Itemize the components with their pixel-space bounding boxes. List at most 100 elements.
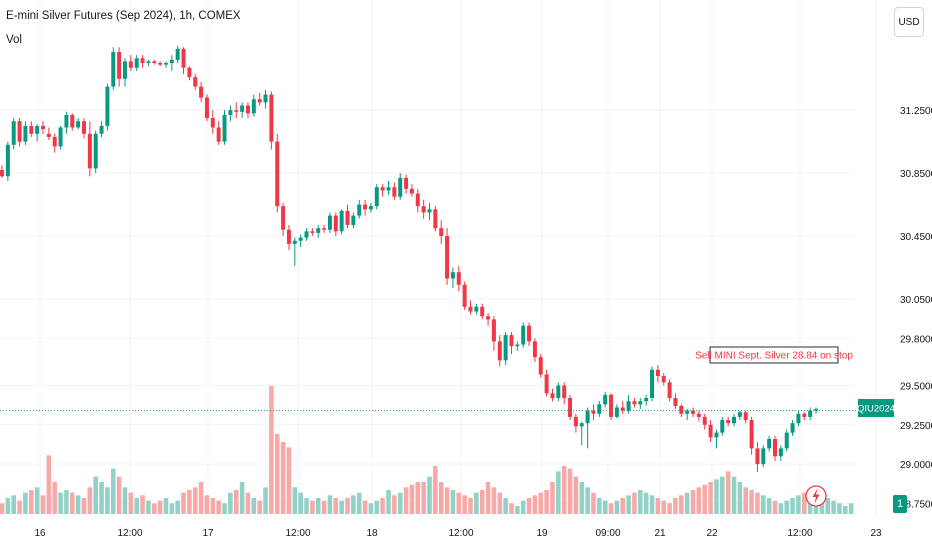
volume-bar bbox=[620, 498, 626, 514]
volume-bar bbox=[69, 492, 75, 514]
volume-bar bbox=[192, 487, 198, 514]
volume-bar bbox=[11, 495, 16, 514]
candle bbox=[5, 141, 10, 181]
volume-bar bbox=[433, 466, 438, 514]
annotation-callout[interactable]: Sell MINI Sept. Silver 28.84 on stop bbox=[695, 346, 853, 364]
candle-body bbox=[521, 325, 526, 345]
candle bbox=[632, 398, 637, 408]
candle-body bbox=[245, 105, 250, 114]
volume-bar bbox=[175, 500, 180, 514]
lightning-bolt-circle-icon[interactable] bbox=[805, 485, 827, 507]
candle-body bbox=[573, 416, 578, 427]
price-scale-badge[interactable]: 1 bbox=[893, 495, 907, 513]
candle-body bbox=[497, 341, 502, 361]
volume-bar bbox=[538, 492, 544, 514]
candle-body bbox=[327, 215, 332, 230]
volume-bar bbox=[263, 487, 268, 514]
candle-body bbox=[175, 48, 180, 60]
price-axis[interactable]: 31.2500 30.8500 30.4500 30.0500 29.8000 29.50… bbox=[900, 106, 932, 510]
volume-bar bbox=[386, 490, 391, 514]
volume-bar bbox=[485, 482, 491, 514]
candle bbox=[603, 391, 608, 408]
candle-body bbox=[105, 86, 110, 126]
volume-bar bbox=[632, 492, 637, 514]
candle bbox=[152, 59, 157, 65]
price-tick-label: 29.0000 bbox=[900, 460, 932, 471]
volume-bar bbox=[228, 492, 233, 514]
candle-body bbox=[802, 413, 807, 417]
candle-body bbox=[480, 306, 485, 317]
candle bbox=[486, 313, 491, 326]
candle-body bbox=[228, 110, 233, 115]
volume-bar bbox=[842, 506, 848, 514]
candle bbox=[737, 410, 742, 421]
price-tick-label: 29.8000 bbox=[900, 334, 932, 345]
volume-bar bbox=[503, 498, 508, 514]
volume-bar bbox=[239, 482, 245, 514]
volume-bar bbox=[356, 492, 362, 514]
candle-body bbox=[339, 210, 344, 232]
candle bbox=[415, 188, 420, 213]
candle-body bbox=[737, 412, 742, 417]
volume-bar bbox=[725, 471, 731, 514]
candle-body bbox=[427, 209, 432, 213]
current-price-label: QIU2024 bbox=[857, 399, 895, 417]
candle bbox=[421, 199, 426, 219]
candle bbox=[462, 281, 467, 310]
volume-bar bbox=[251, 498, 257, 514]
volume-bar bbox=[819, 500, 825, 514]
volume-bar bbox=[778, 503, 784, 514]
candle bbox=[784, 429, 789, 452]
candle-body bbox=[87, 133, 92, 169]
volume-bar bbox=[696, 487, 702, 514]
current-price-symbol: QIU2024 bbox=[857, 404, 895, 415]
volume-bar bbox=[766, 498, 772, 514]
candle bbox=[720, 416, 725, 436]
candle-body bbox=[755, 448, 760, 465]
candle-body bbox=[726, 420, 731, 424]
volume-bar bbox=[87, 487, 93, 514]
currency-selector-button[interactable]: USD bbox=[894, 7, 924, 37]
candle-body bbox=[568, 398, 573, 417]
volume-bar bbox=[784, 500, 790, 514]
volume-bar bbox=[667, 503, 672, 514]
candle-body bbox=[351, 215, 356, 226]
time-axis[interactable]: 16 12:00 17 12:00 18 12:00 19 09:00 21 22 12:00 23 bbox=[34, 528, 882, 539]
candle-body bbox=[773, 438, 777, 457]
volume-bar bbox=[105, 487, 110, 514]
candle bbox=[527, 322, 532, 347]
candle-body bbox=[251, 99, 256, 114]
volume-bar bbox=[491, 487, 497, 514]
volume-bar bbox=[280, 442, 286, 514]
volume-bar bbox=[146, 500, 151, 514]
candle bbox=[544, 369, 549, 397]
candle bbox=[714, 429, 719, 449]
volume-bar bbox=[655, 498, 661, 514]
candle bbox=[117, 47, 122, 87]
candle-body bbox=[626, 401, 631, 411]
candle bbox=[503, 331, 508, 366]
volume-bar bbox=[233, 490, 239, 514]
candle bbox=[257, 92, 262, 106]
volume-bar bbox=[626, 495, 631, 514]
volume-bar bbox=[269, 386, 274, 514]
candle-body bbox=[29, 125, 34, 134]
volume-bar bbox=[292, 487, 298, 514]
volume-bar bbox=[187, 490, 192, 514]
volume-bar bbox=[755, 492, 760, 514]
candle bbox=[773, 435, 777, 461]
candle-body bbox=[679, 405, 684, 414]
volume-bar bbox=[526, 498, 532, 514]
candle bbox=[614, 404, 619, 419]
candle-body bbox=[691, 410, 696, 414]
candle-body bbox=[163, 63, 168, 65]
candle bbox=[597, 401, 602, 417]
candle bbox=[556, 382, 561, 402]
candle bbox=[515, 341, 520, 351]
candle bbox=[644, 394, 649, 406]
candle bbox=[52, 133, 57, 153]
candle-body bbox=[333, 215, 338, 232]
candle bbox=[0, 165, 4, 178]
